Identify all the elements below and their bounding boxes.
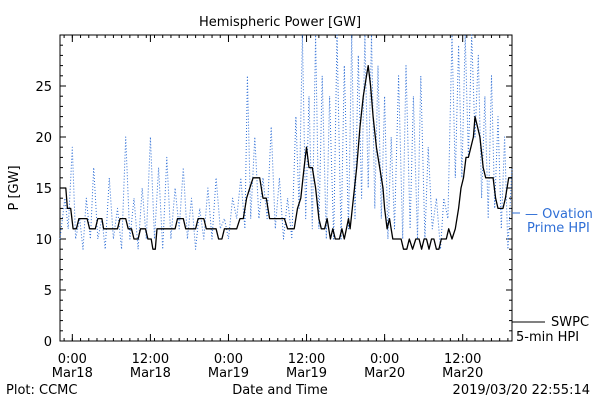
y-axis-label: P [GW] — [7, 165, 22, 210]
footer-left: Plot: CCMC — [6, 383, 77, 398]
x-tick-date: Mar18 — [52, 366, 93, 381]
chart-title: Hemispheric Power [GW] — [199, 15, 361, 30]
y-tick-label: 20 — [35, 131, 52, 146]
x-tick-time: 0:00 — [58, 352, 87, 367]
x-tick-date: Mar19 — [286, 366, 327, 381]
y-tick-label: 0 — [44, 335, 52, 350]
legend-ovation: — Ovation Prime HPI — [512, 207, 593, 236]
x-axis: 0:00Mar1812:00Mar180:00Mar1912:00Mar190:… — [52, 35, 509, 381]
x-tick-time: 12:00 — [444, 352, 481, 367]
footer-right: 2019/03/20 22:55:14 — [453, 383, 590, 398]
y-tick-label: 15 — [35, 182, 52, 197]
series-ovation-prime-hpi — [59, 34, 513, 250]
legend-swpc-line1: SWPC — [551, 315, 589, 330]
x-tick-time: 12:00 — [288, 352, 325, 367]
x-tick-date: Mar20 — [442, 366, 483, 381]
series-layer — [59, 34, 513, 250]
x-tick-time: 0:00 — [214, 352, 243, 367]
legend-ovation-line1: — Ovation — [525, 207, 593, 222]
x-tick-date: Mar20 — [364, 366, 405, 381]
y-tick-label: 25 — [35, 80, 52, 95]
x-tick-date: Mar18 — [130, 366, 171, 381]
x-tick-time: 12:00 — [132, 352, 169, 367]
series-swpc-5-min-hpi — [60, 64, 512, 250]
x-tick-date: Mar19 — [208, 366, 249, 381]
legend-swpc: SWPC 5-min HPI — [512, 315, 589, 345]
legend-swpc-line2: 5-min HPI — [516, 330, 579, 345]
x-axis-label: Date and Time — [232, 383, 328, 398]
x-tick-time: 0:00 — [370, 352, 399, 367]
y-tick-label: 10 — [35, 233, 52, 248]
y-tick-label: 5 — [44, 284, 52, 299]
legend-ovation-line2: Prime HPI — [527, 221, 590, 236]
y-axis: 0 5 10 15 20 25 — [35, 44, 512, 350]
